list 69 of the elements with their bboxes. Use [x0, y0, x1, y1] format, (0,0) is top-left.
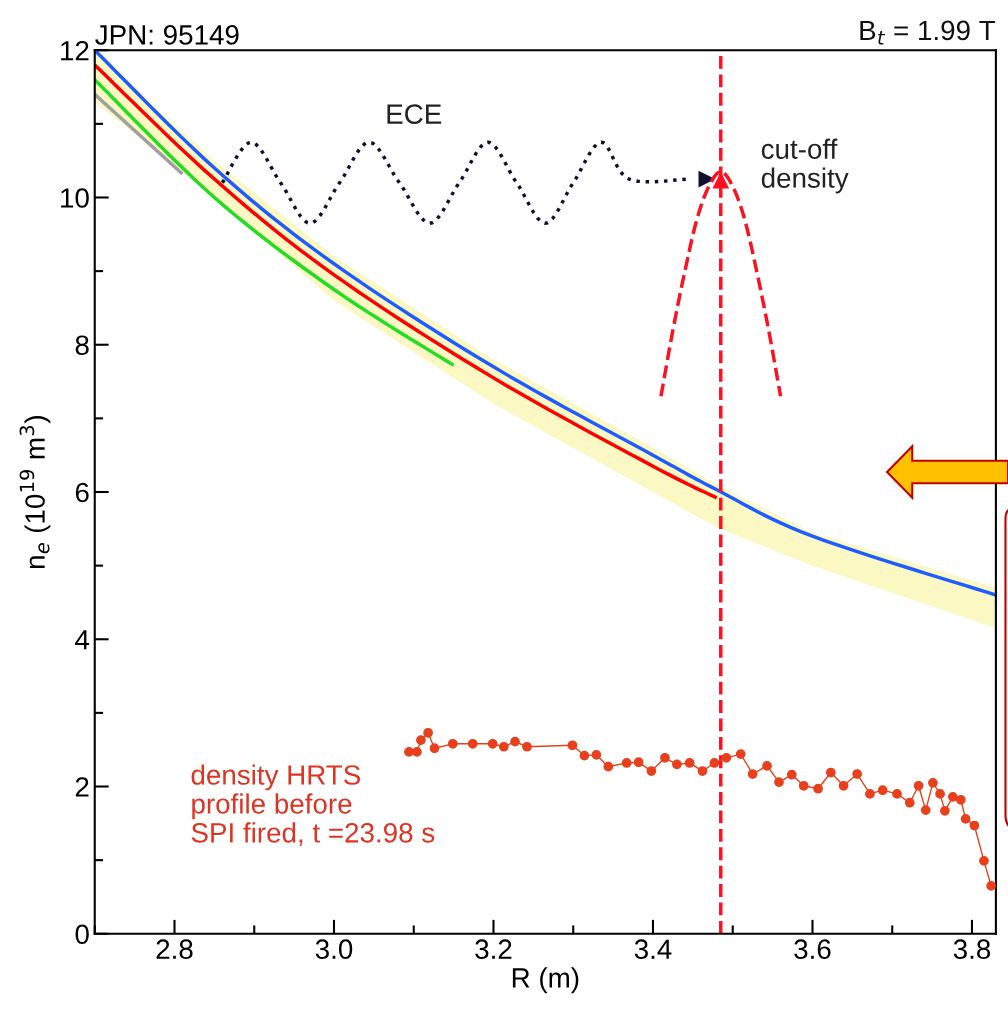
- point: [429, 743, 440, 754]
- point: [892, 789, 902, 799]
- point: [735, 749, 746, 759]
- point: [646, 766, 657, 776]
- annotation: ECE: [387, 104, 442, 124]
- point: [660, 752, 670, 763]
- x-tick-label: 3.8: [953, 939, 991, 960]
- point: [709, 758, 720, 768]
- x-axis-title: R (m): [512, 967, 579, 994]
- x-tick-label: 2.8: [156, 939, 193, 960]
- point: [697, 766, 708, 776]
- point: [947, 791, 958, 802]
- point: [969, 820, 980, 831]
- point: [762, 761, 772, 771]
- point: [672, 759, 682, 770]
- point: [423, 727, 433, 738]
- chart-title: JPN: 95149: [95, 25, 239, 45]
- point: [721, 752, 732, 763]
- y-tick-label: 8: [75, 335, 89, 356]
- point: [979, 856, 989, 866]
- point: [865, 789, 875, 799]
- y-tick-label: 12: [61, 40, 89, 61]
- point: [747, 769, 758, 779]
- point: [928, 777, 938, 788]
- y-tick-label: 2: [75, 777, 89, 797]
- annotation: density HRTS profile before SPI fired, t =23.98 s: [191, 764, 435, 846]
- x-tick-label: 3.4: [634, 939, 672, 960]
- point: [904, 797, 915, 808]
- point: [960, 814, 971, 824]
- point: [467, 738, 478, 749]
- point: [416, 735, 426, 745]
- point: [935, 789, 945, 799]
- point: [603, 761, 614, 772]
- x-tick-label: 3.6: [794, 939, 831, 960]
- point: [940, 805, 950, 816]
- text: B$_{t}$ = 1.99 T: [860, 20, 996, 45]
- x-tick-label: 3.2: [475, 939, 512, 960]
- y-tick-label: 4: [75, 630, 90, 650]
- point: [986, 881, 996, 891]
- point: [412, 747, 422, 757]
- point: [684, 758, 695, 768]
- point: [621, 758, 632, 768]
- y-tick-label: 6: [75, 482, 89, 503]
- point: [798, 780, 809, 791]
- point: [404, 747, 414, 757]
- y-tick-label: 10: [61, 188, 89, 208]
- point: [567, 740, 578, 751]
- point: [813, 783, 823, 794]
- point: [498, 741, 509, 752]
- point: [591, 749, 602, 760]
- point: [825, 767, 836, 778]
- point: [838, 780, 849, 791]
- point: [633, 757, 644, 768]
- point: [510, 736, 520, 747]
- point: [579, 750, 590, 761]
- point: [522, 741, 532, 752]
- point: [852, 769, 863, 779]
- y-axis-title: n$_{e}$ (10$^{19}$ m$^{3}$): [19, 416, 51, 569]
- point: [487, 738, 498, 749]
- point: [786, 769, 797, 780]
- point: [774, 777, 784, 787]
- point: [955, 794, 966, 805]
- text: 3.0: [315, 939, 353, 960]
- y-tick-label: 0: [75, 924, 89, 945]
- point: [877, 785, 888, 796]
- point: [920, 805, 931, 815]
- point: [447, 738, 458, 749]
- point: [913, 780, 924, 791]
- annotation: cut-off density: [761, 138, 849, 194]
